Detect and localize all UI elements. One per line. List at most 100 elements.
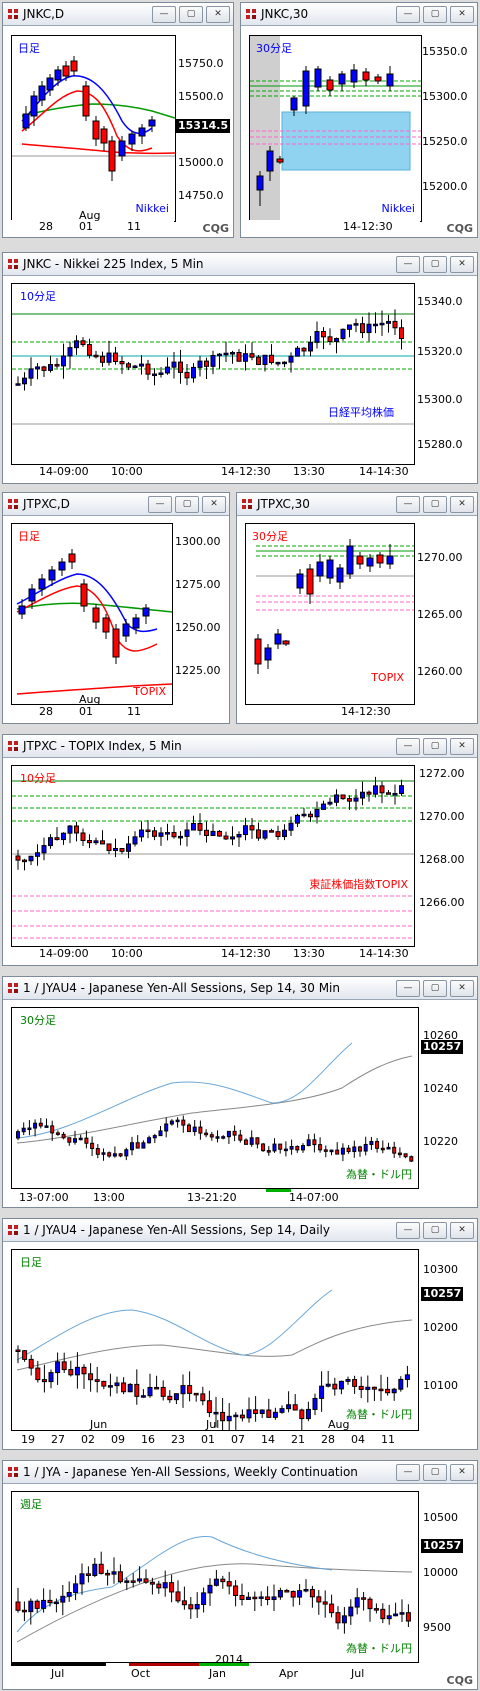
title-bar[interactable]: JTPXC,D — ▢ ✕ [3,493,229,516]
y-tick: 10240 [423,1082,458,1095]
chart-window-jtpxc-30min[interactable]: JTPXC,30 — ▢ ✕ [236,492,478,724]
candle-body [92,1563,98,1577]
title-bar[interactable]: 1 / JYAU4 - Japanese Yen-All Sessions, S… [3,977,477,1000]
y-tick: 10000 [423,1566,458,1579]
candle-body [206,1400,212,1413]
title-bar[interactable]: JTPXC,30 — ▢ ✕ [237,493,477,516]
chart-plot-area[interactable]: 週足 為替・ドル円 [11,1491,419,1663]
x-tick: 14-14:30 [359,947,409,960]
chart-window-jnkc-daily[interactable]: JNKC,D — ▢ ✕ [2,2,234,238]
close-button[interactable]: ✕ [450,1464,474,1481]
maximize-button[interactable]: ▢ [423,496,447,513]
close-button[interactable]: ✕ [450,980,474,997]
chart-plot-area[interactable]: 10分足 東証株価指数TOPIX [11,765,415,947]
chart-window-jnkc-30min[interactable]: JNKC,30 — ▢ ✕ [240,2,478,238]
period-label: 週足 [20,1498,42,1511]
candle-body [187,1385,193,1394]
candle-body [230,836,235,840]
candle-body [178,835,183,839]
candle-body [111,1571,117,1575]
candle-body [145,363,151,375]
candle-body [152,1135,157,1139]
maximize-button[interactable]: ▢ [179,6,203,23]
chart-plot-area[interactable]: 10分足 日経平均株価 [11,283,415,465]
candle-body [165,832,170,835]
candle-body [140,1395,146,1398]
chart-window-jtpxc-5min[interactable]: JTPXC - TOPIX Index, 5 Min — ▢ ✕ 10分足 東証… [2,734,478,966]
title-bar[interactable]: 1 / JYA - Japanese Yen-All Sessions, Wee… [3,1461,477,1484]
chart-plot-area[interactable]: 30分足 為替・ドル円 [11,1007,419,1189]
close-button[interactable]: ✕ [202,496,226,513]
maximize-button[interactable]: ▢ [175,496,199,513]
candle-body [271,1596,277,1601]
minimize-button[interactable]: — [396,980,420,997]
candle-body [284,1590,290,1593]
minimize-button[interactable]: — [396,496,420,513]
candle-body [101,1380,107,1387]
candle-body [335,1149,340,1155]
close-button[interactable]: ✕ [450,1222,474,1239]
candle-body [404,1374,410,1380]
candle-body [21,1127,26,1133]
maximize-button[interactable]: ▢ [423,738,447,755]
title-bar[interactable]: JNKC - Nikkei 225 Index, 5 Min — ▢ ✕ [3,253,477,276]
candle-body [236,834,242,838]
close-button[interactable]: ✕ [450,496,474,513]
minimize-button[interactable]: — [396,738,420,755]
close-button[interactable]: ✕ [450,738,474,755]
candle-body [191,366,196,379]
candle-body [126,843,131,852]
candle-body [41,1599,47,1609]
y-axis: 10500 10000 9500 10257 [421,1491,475,1661]
title-bar[interactable]: JNKC,D — ▢ ✕ [3,3,233,26]
chart-window-jya-weekly[interactable]: 1 / JYA - Japanese Yen-All Sessions, Wee… [2,1460,478,1690]
candle-body [61,1361,67,1371]
maximize-button[interactable]: ▢ [423,980,447,997]
maximize-button[interactable]: ▢ [423,1222,447,1239]
x-month-label: Jul [206,1418,220,1431]
minimize-button[interactable]: — [396,6,420,23]
maximize-button[interactable]: ▢ [423,256,447,273]
chart-window-jnkc-5min[interactable]: JNKC - Nikkei 225 Index, 5 Min — ▢ ✕ 10分… [2,252,478,484]
candle-body [15,383,21,386]
candle-body [262,354,268,365]
maximize-button[interactable]: ▢ [423,1464,447,1481]
minimize-button[interactable]: — [148,496,172,513]
current-price-tag: 10257 [421,1539,464,1553]
minimize-button[interactable]: — [396,1222,420,1239]
title-bar[interactable]: JTPXC - TOPIX Index, 5 Min — ▢ ✕ [3,735,477,758]
x-axis: 14-09:00 10:00 14-12:30 13:30 14-14:30 [11,947,413,962]
minimize-button[interactable]: — [396,1464,420,1481]
close-button[interactable]: ✕ [450,6,474,23]
x-axis: Jul Oct Jan Apr Jul [11,1663,417,1680]
candle-body [213,1411,219,1415]
candle-body [15,1601,21,1611]
y-tick: 15340.0 [417,295,463,308]
candle-body [132,836,138,845]
candle-body [50,1125,55,1134]
current-price-tag: 10257 [421,1040,464,1054]
chart-window-jtpxc-daily[interactable]: JTPXC,D — ▢ ✕ [2,492,230,724]
chart-plot-area[interactable]: 日足 為替・ドル円 [11,1249,419,1431]
title-bar[interactable]: 1 / JYAU4 - Japanese Yen-All Sessions, S… [3,1219,477,1242]
y-tick: 1225.00 [175,664,221,677]
chart-plot-area[interactable]: 日足 TOPIX [11,523,173,705]
chart-plot-area[interactable]: 30分足 TOPIX [245,523,415,705]
candle-body [321,803,326,810]
minimize-button[interactable]: — [396,256,420,273]
candle-body [87,344,92,356]
chart-window-jyau4-30min[interactable]: 1 / JYAU4 - Japanese Yen-All Sessions, S… [2,976,478,1208]
chart-plot-area[interactable]: 30分足 Nikkei [249,35,422,222]
close-button[interactable]: ✕ [206,6,230,23]
chart-plot-area[interactable]: 日足 Nikkei [11,35,176,222]
close-button[interactable]: ✕ [450,256,474,273]
candle-body [393,1613,399,1617]
x-tick: 01 [79,705,93,718]
title-bar[interactable]: JNKC,30 — ▢ ✕ [241,3,477,26]
minimize-button[interactable]: — [152,6,176,23]
maximize-button[interactable]: ▢ [423,6,447,23]
price-chart [16,1042,414,1162]
price-chart [254,539,414,674]
candle-body [81,1366,87,1375]
chart-window-jyau4-daily[interactable]: 1 / JYAU4 - Japanese Yen-All Sessions, S… [2,1218,478,1450]
